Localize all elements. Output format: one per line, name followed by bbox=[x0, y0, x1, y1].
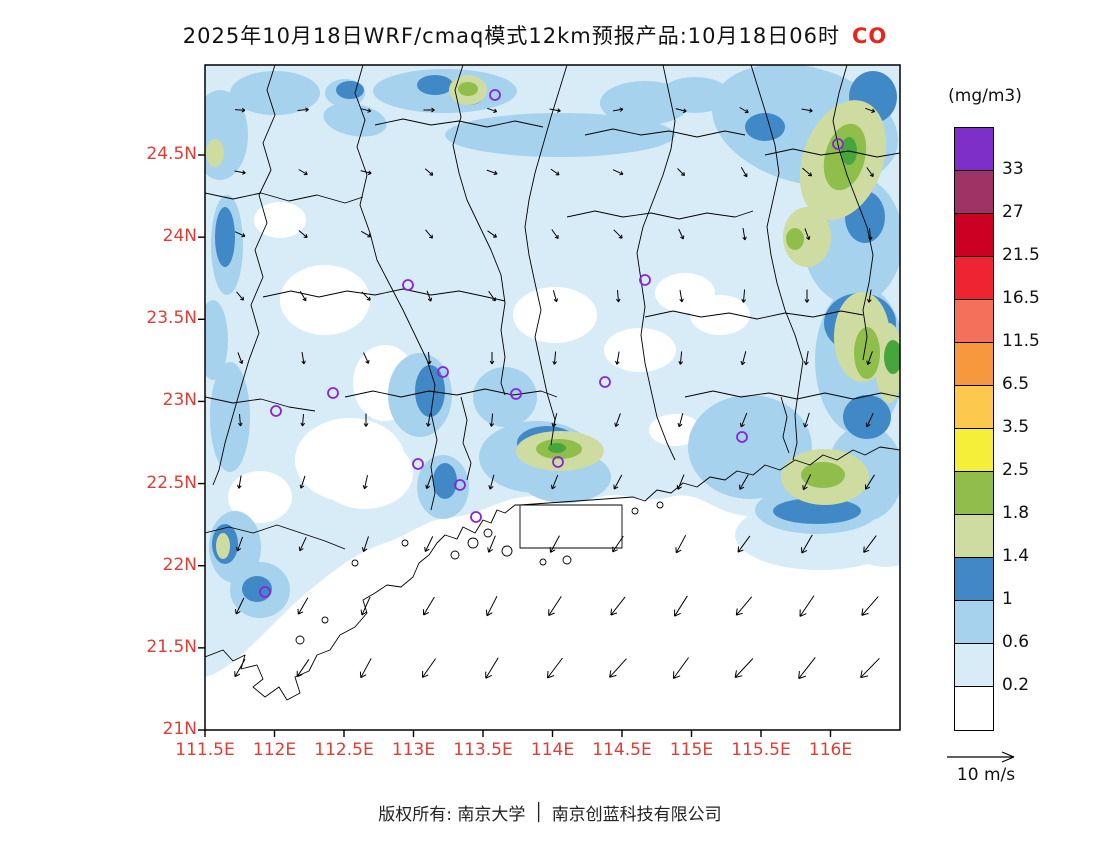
colorbar-cells bbox=[954, 127, 994, 731]
colorbar-label: 2.5 bbox=[1002, 460, 1030, 480]
lon-tick-label: 116E bbox=[808, 740, 853, 760]
colorbar-cell bbox=[955, 601, 993, 644]
colorbar-label: 0.2 bbox=[1002, 675, 1030, 695]
colorbar-cell bbox=[955, 257, 993, 300]
lat-tick-label: 21.5N bbox=[146, 636, 197, 657]
colorbar-label: 27 bbox=[1002, 202, 1024, 222]
lon-tick-label: 114.5E bbox=[592, 740, 652, 760]
colorbar-cell bbox=[955, 558, 993, 601]
wind-scale-label: 10 m/s bbox=[956, 765, 1016, 785]
lon-tick-label: 113.5E bbox=[453, 740, 513, 760]
colorbar-cell bbox=[955, 343, 993, 386]
colorbar-cell bbox=[955, 472, 993, 515]
lat-tick-label: 24.5N bbox=[146, 144, 197, 164]
colorbar-cell bbox=[955, 644, 993, 687]
colorbar-label: 33 bbox=[1002, 159, 1024, 179]
title-species: CO bbox=[851, 24, 888, 48]
station-markers bbox=[259, 89, 844, 598]
wind-scale-arrow bbox=[947, 751, 1015, 763]
colorbar-cell bbox=[955, 386, 993, 429]
title-text: 2025年10月18日WRF/cmaq模式12km预报产品:10月18日06时 bbox=[182, 24, 840, 48]
colorbar-cell bbox=[955, 515, 993, 558]
colorbar-cell bbox=[955, 429, 993, 472]
lat-tick-label: 22N bbox=[162, 554, 197, 575]
lon-tick-label: 115.5E bbox=[731, 740, 791, 760]
lat-tick-label: 24N bbox=[162, 226, 197, 247]
footer-right: 南京创蓝科技有限公司 bbox=[551, 805, 722, 825]
map-plot-area bbox=[205, 65, 900, 701]
region-box bbox=[519, 504, 623, 549]
contour-field bbox=[205, 65, 900, 677]
lat-tick-label: 21N bbox=[162, 719, 197, 739]
colorbar-label: 21.5 bbox=[1002, 245, 1040, 265]
admin-boundaries bbox=[205, 65, 900, 701]
colorbar-label: 1.8 bbox=[1002, 503, 1030, 523]
footer-divider: │ bbox=[533, 802, 544, 823]
colorbar-cell bbox=[955, 128, 993, 171]
colorbar-cell bbox=[955, 300, 993, 343]
colorbar-label: 11.5 bbox=[1002, 331, 1040, 351]
colorbar-cell bbox=[955, 171, 993, 214]
colorbar-label: 16.5 bbox=[1002, 288, 1040, 308]
colorbar-label: 1.4 bbox=[1002, 546, 1030, 566]
lat-tick-label: 23.5N bbox=[146, 308, 197, 329]
lon-tick-label: 112E bbox=[252, 740, 297, 760]
lon-tick-label: 111.5E bbox=[175, 740, 235, 760]
copyright-footer: 版权所有: 南京大学 │ 南京创蓝科技有限公司 bbox=[0, 800, 1100, 826]
colorbar-label: 3.5 bbox=[1002, 417, 1030, 437]
axis-ticks bbox=[198, 154, 832, 737]
colorbar-units-label: (mg/m3) bbox=[948, 86, 1022, 106]
colorbar-label: 6.5 bbox=[1002, 374, 1030, 394]
colorbar: 33 27 21.5 16.5 11.5 6.5 3.5 2.5 1.8 1.4 1 0.6 0.2 bbox=[954, 127, 1040, 731]
lon-tick-label: 115E bbox=[669, 740, 714, 760]
figure-title: 2025年10月18日WRF/cmaq模式12km预报产品:10月18日06时 C… bbox=[0, 20, 1070, 50]
colorbar-cell bbox=[955, 687, 993, 730]
footer-left: 版权所有: 南京大学 bbox=[378, 805, 526, 825]
wind-arrows bbox=[234, 107, 880, 680]
colorbar-cell bbox=[955, 214, 993, 257]
lon-tick-label: 112.5E bbox=[314, 740, 374, 760]
colorbar-label: 1 bbox=[1002, 589, 1013, 609]
lat-tick-label: 23N bbox=[162, 390, 197, 411]
colorbar-label: 0.6 bbox=[1002, 632, 1030, 652]
lat-tick-label: 22.5N bbox=[146, 472, 197, 493]
lon-tick-label: 114E bbox=[530, 740, 575, 760]
lon-tick-label: 113E bbox=[391, 740, 436, 760]
